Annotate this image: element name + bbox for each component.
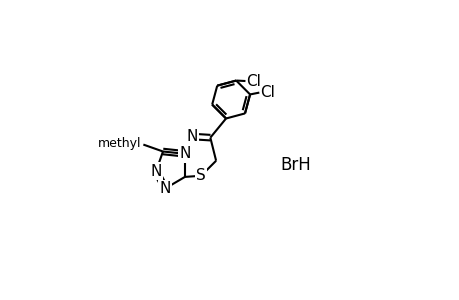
Text: Cl: Cl bbox=[246, 74, 261, 88]
Text: S: S bbox=[196, 168, 206, 183]
Text: N: N bbox=[186, 129, 197, 144]
Text: N: N bbox=[179, 146, 190, 161]
Text: N: N bbox=[150, 164, 162, 178]
Text: N: N bbox=[159, 181, 171, 196]
Text: methyl: methyl bbox=[97, 137, 141, 150]
Text: BrH: BrH bbox=[280, 156, 310, 174]
Text: Cl: Cl bbox=[260, 85, 274, 100]
